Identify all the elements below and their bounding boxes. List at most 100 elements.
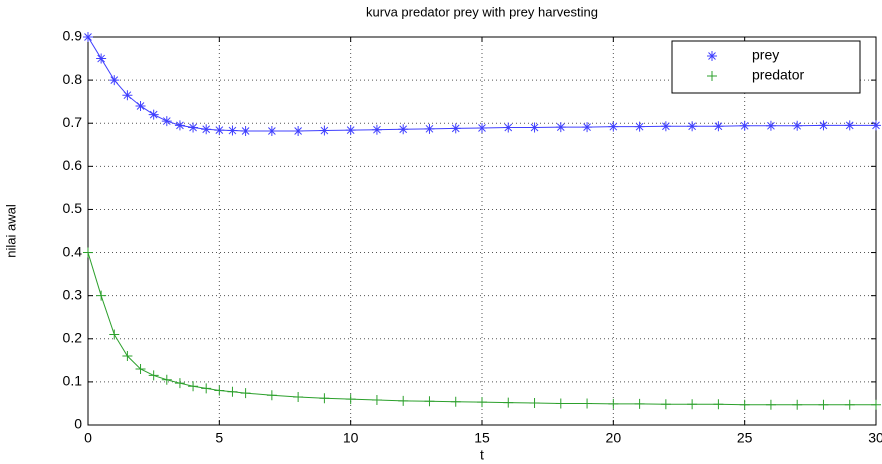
data-point — [122, 90, 133, 101]
x-tick-label: 25 — [737, 430, 753, 446]
y-tick-label: 0.6 — [63, 157, 83, 173]
data-point — [83, 247, 93, 258]
y-tick-label: 0.4 — [63, 243, 83, 259]
data-point — [371, 394, 382, 405]
data-point — [240, 125, 251, 136]
data-point — [582, 122, 593, 133]
data-point — [161, 374, 172, 385]
data-point — [424, 396, 435, 407]
data-point — [174, 120, 185, 131]
y-tick-label: 0.3 — [63, 286, 83, 302]
data-point — [871, 399, 881, 410]
x-tick-label: 30 — [868, 430, 882, 446]
y-tick-label: 0.8 — [63, 71, 83, 87]
data-point — [227, 386, 238, 397]
data-point — [398, 124, 409, 135]
data-point — [634, 398, 645, 409]
data-point — [844, 120, 855, 131]
data-point — [122, 351, 133, 362]
data-point — [555, 398, 566, 409]
x-tick-label: 20 — [606, 430, 622, 446]
data-point — [161, 116, 172, 127]
axes-box — [87, 36, 877, 426]
data-point — [266, 390, 277, 401]
x-axis-label: t — [480, 447, 484, 463]
data-point — [871, 120, 881, 131]
data-point — [844, 399, 855, 410]
data-point — [345, 394, 356, 405]
data-point — [739, 399, 750, 410]
data-point — [660, 399, 671, 410]
y-tick-label: 0.7 — [63, 114, 83, 130]
data-point — [109, 75, 120, 86]
data-point — [188, 381, 199, 392]
data-point — [608, 121, 619, 132]
y-axis-label: nilai awal — [3, 204, 18, 258]
chart-title: kurva predator prey with prey harvesting — [366, 4, 598, 19]
x-tick-label: 5 — [215, 430, 223, 446]
data-point — [293, 125, 304, 136]
data-point — [96, 53, 107, 64]
data-point — [450, 396, 461, 407]
data-point — [660, 121, 671, 132]
data-point — [148, 109, 159, 120]
y-tick-label: 0 — [74, 416, 82, 432]
data-point — [713, 121, 724, 132]
data-point — [477, 122, 487, 133]
legend-label: predator — [752, 67, 804, 83]
data-point — [201, 124, 212, 135]
data-point — [240, 388, 251, 399]
data-point — [135, 100, 146, 111]
data-point — [818, 399, 829, 410]
data-point — [477, 397, 487, 408]
y-tick-label: 0.1 — [63, 373, 83, 389]
data-point — [529, 398, 540, 409]
data-point — [608, 398, 619, 409]
data-point — [687, 121, 698, 132]
data-point — [96, 290, 107, 301]
data-point — [529, 122, 540, 133]
data-point — [345, 125, 356, 136]
data-point — [739, 120, 750, 131]
x-tick-label: 10 — [343, 430, 359, 446]
y-tick-label: 0.2 — [63, 329, 83, 345]
data-point — [174, 378, 185, 389]
data-point — [555, 122, 566, 133]
data-point — [424, 123, 435, 134]
data-point — [214, 385, 225, 396]
data-point — [109, 329, 120, 340]
data-point — [398, 395, 409, 406]
data-point — [503, 122, 514, 133]
plot-area — [88, 37, 876, 425]
y-tick-label: 0.5 — [63, 200, 83, 216]
data-point — [687, 399, 698, 410]
legend-marker — [707, 51, 717, 61]
data-point — [634, 121, 645, 132]
data-point — [135, 363, 146, 374]
data-point — [818, 120, 829, 131]
x-tick-label: 0 — [84, 430, 92, 446]
data-point — [582, 398, 593, 409]
data-point — [371, 124, 382, 135]
data-point — [319, 393, 330, 404]
legend-marker — [707, 71, 717, 81]
data-point — [188, 122, 199, 133]
data-point — [792, 399, 803, 410]
legend-label: prey — [752, 47, 779, 63]
x-tick-label: 15 — [474, 430, 490, 446]
data-point — [765, 120, 776, 131]
data-point — [503, 397, 514, 408]
legend-box — [671, 40, 861, 94]
data-point — [713, 399, 724, 410]
data-point — [148, 370, 159, 381]
data-point — [792, 120, 803, 131]
data-point — [450, 123, 461, 134]
data-point — [266, 125, 277, 136]
y-tick-label: 0.9 — [63, 28, 83, 44]
data-point — [765, 399, 776, 410]
data-point — [83, 32, 93, 42]
data-point — [214, 125, 225, 136]
data-point — [227, 125, 238, 136]
data-point — [319, 125, 330, 136]
